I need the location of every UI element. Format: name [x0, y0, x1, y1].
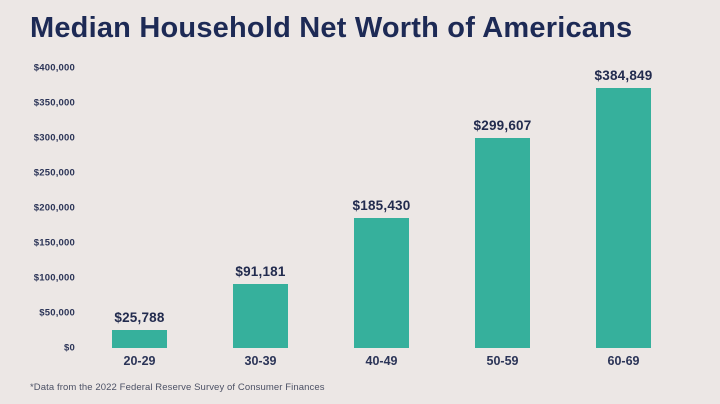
category-label: 40-49	[365, 354, 398, 368]
bar-column: $299,607 50-59	[442, 68, 563, 368]
category-label: 30-39	[244, 354, 277, 368]
bar	[596, 88, 651, 348]
bar-value-label: $25,788	[114, 309, 165, 325]
bar-column: $185,430 40-49	[321, 68, 442, 368]
bar-column: $384,849 60-69	[563, 68, 684, 368]
bar-value-label: $91,181	[235, 264, 286, 280]
bar-value-label: $185,430	[352, 198, 411, 214]
bar-value-label: $384,849	[594, 68, 653, 83]
bar-column: $25,788 20-29	[79, 68, 200, 368]
y-axis-tick-label: $250,000	[33, 167, 75, 179]
y-axis-tick-label: $350,000	[33, 97, 75, 109]
category-label: 20-29	[123, 354, 156, 368]
bar-value-label: $299,607	[473, 118, 532, 134]
category-label: 50-59	[486, 354, 519, 368]
plot-area: $25,788 20-29 $91,181 30-39 $185,430 40-49 $29…	[79, 68, 684, 368]
bar	[354, 218, 409, 348]
y-axis: $400,000 $350,000 $300,000 $250,000 $200,000…	[0, 63, 75, 354]
y-axis-tick-label: $50,000	[39, 307, 75, 319]
y-axis-tick-label: $100,000	[33, 272, 75, 284]
y-axis-tick-label: $300,000	[33, 132, 75, 144]
footnote: *Data from the 2022 Federal Reserve Surv…	[30, 382, 325, 393]
page-title: Median Household Net Worth of Americans	[30, 12, 633, 44]
y-axis-tick-label: $400,000	[33, 62, 75, 74]
y-axis-tick-label: $0	[64, 342, 75, 354]
bar	[475, 138, 530, 348]
y-axis-tick-label: $200,000	[33, 202, 75, 214]
bar-column: $91,181 30-39	[200, 68, 321, 368]
bar	[112, 329, 167, 348]
bar	[233, 284, 288, 348]
y-axis-tick-label: $150,000	[33, 237, 75, 249]
category-label: 60-69	[607, 354, 640, 368]
